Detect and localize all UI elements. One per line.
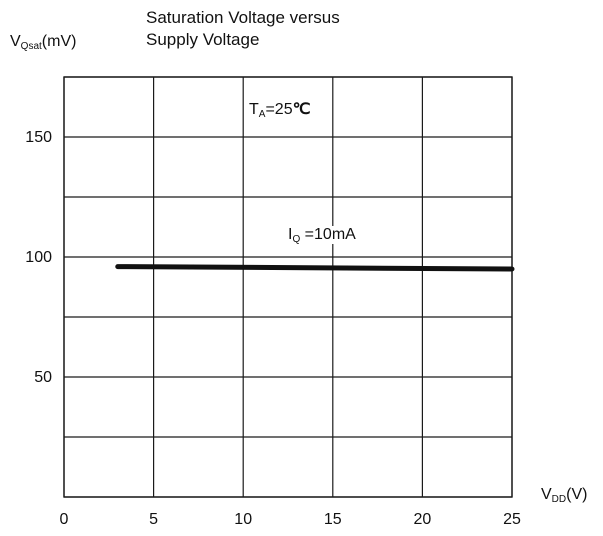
y-axis-label: VQsat(mV) [10,33,77,52]
plot-frame [63,76,513,498]
chart-title-line-1: Saturation Voltage versus [146,8,340,27]
current-annotation: IQ =10mA [286,226,358,245]
x-tick-label: 20 [414,511,432,528]
temperature-annotation: TA=25℃ [247,99,313,120]
chart-title-line-2: Supply Voltage [146,30,260,49]
y-tick-label: 50 [34,369,52,386]
y-tick-label: 100 [25,249,52,266]
y-tick-label: 150 [25,129,52,146]
x-tick-label: 5 [149,511,158,528]
x-axis-label: VDD(V) [541,486,588,505]
x-tick-label: 0 [60,511,69,528]
x-tick-label: 15 [324,511,342,528]
x-tick-label: 10 [234,511,252,528]
series-layer [115,264,515,272]
x-tick-label: 25 [503,511,521,528]
grid [63,76,513,498]
tick-labels: 0 5 10 15 20 25 50 100 150 [25,129,521,528]
series-line [115,264,515,272]
